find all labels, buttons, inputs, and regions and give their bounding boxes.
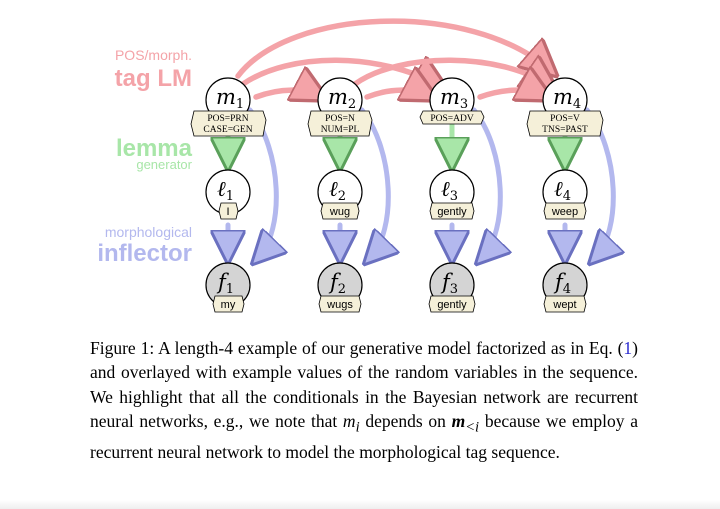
form-2: wugs	[326, 299, 353, 311]
svg-text:m1: m1	[216, 85, 244, 112]
node-f1-sub: 1	[226, 282, 234, 297]
tag-2-line-2: NUM=PL	[321, 125, 360, 135]
node-m2-var: m	[328, 85, 348, 109]
caption-part-2: ) and overlayed with example values of t…	[90, 338, 638, 431]
node-l1-var: ℓ	[217, 177, 226, 201]
node-m1-sub: 1	[236, 97, 244, 112]
node-m3-sub: 3	[460, 97, 468, 112]
tag-1-line-1: POS=PRN	[207, 114, 248, 124]
node-l3-var: ℓ	[441, 177, 450, 201]
tag-lm-label-line1: POS/morph.	[115, 47, 192, 63]
lemma-4: weep	[551, 206, 578, 218]
arc-m1-m2	[253, 90, 320, 97]
arc-m3-m4	[477, 90, 545, 97]
tag-4-line-1: POS=V	[550, 114, 580, 124]
node-m4-sub: 4	[573, 97, 581, 112]
svg-text:m3: m3	[440, 85, 468, 112]
lemma-box-3	[429, 202, 475, 220]
node-l3-sub: 3	[450, 189, 458, 204]
lemma-label-line1: lemma	[116, 135, 193, 162]
node-m3-var: m	[440, 85, 460, 109]
lemma-box-2	[320, 202, 360, 220]
tag-2-line-1: POS=N	[325, 114, 355, 124]
lemma-label-line2: generator	[136, 157, 192, 172]
caption-part-4: because we employ a recurrent neural net…	[90, 410, 638, 462]
figure-caption: Figure 1: A length-4 example of our gene…	[90, 336, 638, 464]
node-l4-var: ℓ	[554, 177, 563, 201]
form-box-4	[543, 295, 587, 313]
node-f2-var: f	[328, 270, 341, 294]
m-less-than-i-symbol: m<i	[451, 410, 480, 436]
tag-box-4	[526, 110, 604, 137]
generative-model-diagram: POS/morph. tag LM lemma generator morpho…	[97, 18, 720, 313]
node-l2-var: ℓ	[329, 177, 338, 201]
inflector-label-line2: inflector	[97, 240, 192, 267]
svg-text:ℓ1: ℓ1	[217, 177, 234, 204]
svg-text:m4: m4	[553, 85, 581, 112]
node-l2-sub: 2	[338, 189, 346, 204]
node-f4-sub: 4	[563, 282, 571, 297]
arc-m2-f2	[359, 107, 388, 258]
node-m1-var: m	[216, 85, 236, 109]
tag-1-line-2: CASE=GEN	[203, 125, 252, 135]
svg-text:m2: m2	[328, 85, 356, 112]
tag-4-line-2: TNS=PAST	[542, 125, 588, 135]
form-1: my	[221, 299, 236, 311]
bottom-edge-shadow	[0, 500, 720, 509]
svg-text:f3: f3	[440, 270, 458, 297]
node-f3-var: f	[440, 270, 453, 294]
arc-m3-f3	[471, 107, 500, 258]
svg-text:ℓ3: ℓ3	[441, 177, 458, 204]
inflector-arrows	[228, 107, 613, 258]
lemma-arrows	[228, 122, 565, 162]
lemma-box-1	[218, 202, 239, 220]
form-4: wept	[552, 299, 576, 311]
column-2: m2 POS=N NUM=PL ℓ2 wug f2 wugs	[307, 77, 373, 313]
tag-lm-arcs	[235, 18, 550, 97]
column-3: m3 POS=ADV ℓ3 gently f3 gently	[419, 77, 485, 313]
form-box-1	[212, 295, 245, 313]
tag-box-3	[419, 110, 485, 125]
lemma-1: I	[226, 206, 229, 218]
tag-box-1	[190, 110, 267, 137]
equation-reference-link[interactable]: 1	[623, 338, 633, 358]
node-l1-sub: 1	[226, 189, 234, 204]
svg-text:f2: f2	[328, 270, 346, 297]
column-4: m4 POS=V TNS=PAST ℓ4 weep f4 wept	[526, 77, 604, 313]
node-l4-sub: 4	[563, 189, 571, 204]
svg-text:f4: f4	[553, 270, 571, 297]
form-box-3	[428, 295, 476, 313]
node-f3-sub: 3	[450, 282, 458, 297]
svg-text:f1: f1	[216, 270, 234, 297]
arc-m1-m4	[235, 18, 550, 76]
form-3: gently	[437, 299, 467, 311]
node-f4-var: f	[553, 270, 566, 294]
arc-m2-m3	[364, 90, 430, 97]
node-f2-sub: 2	[338, 282, 346, 297]
svg-text:ℓ4: ℓ4	[554, 177, 571, 204]
lemma-2: wug	[329, 206, 350, 218]
form-box-2	[318, 295, 362, 313]
column-1: m1 POS=PRN CASE=GEN ℓ1 I f1 my	[190, 77, 267, 313]
tag-box-2	[307, 110, 373, 137]
inflector-label-line1: morphological	[105, 224, 192, 240]
node-m4-var: m	[553, 85, 573, 109]
m-i-symbol: mi	[342, 410, 360, 436]
svg-text:ℓ2: ℓ2	[329, 177, 346, 204]
lemma-box-4	[543, 202, 587, 220]
caption-part-1: Figure 1: A length-4 example of our gene…	[90, 338, 624, 358]
node-m2-sub: 2	[348, 97, 356, 112]
caption-part-3: depends on	[359, 410, 452, 431]
tag-3-line-1: POS=ADV	[430, 114, 474, 124]
lemma-3: gently	[437, 206, 467, 218]
tag-lm-label-line2: tag LM	[115, 65, 192, 92]
node-f1-var: f	[216, 270, 229, 294]
